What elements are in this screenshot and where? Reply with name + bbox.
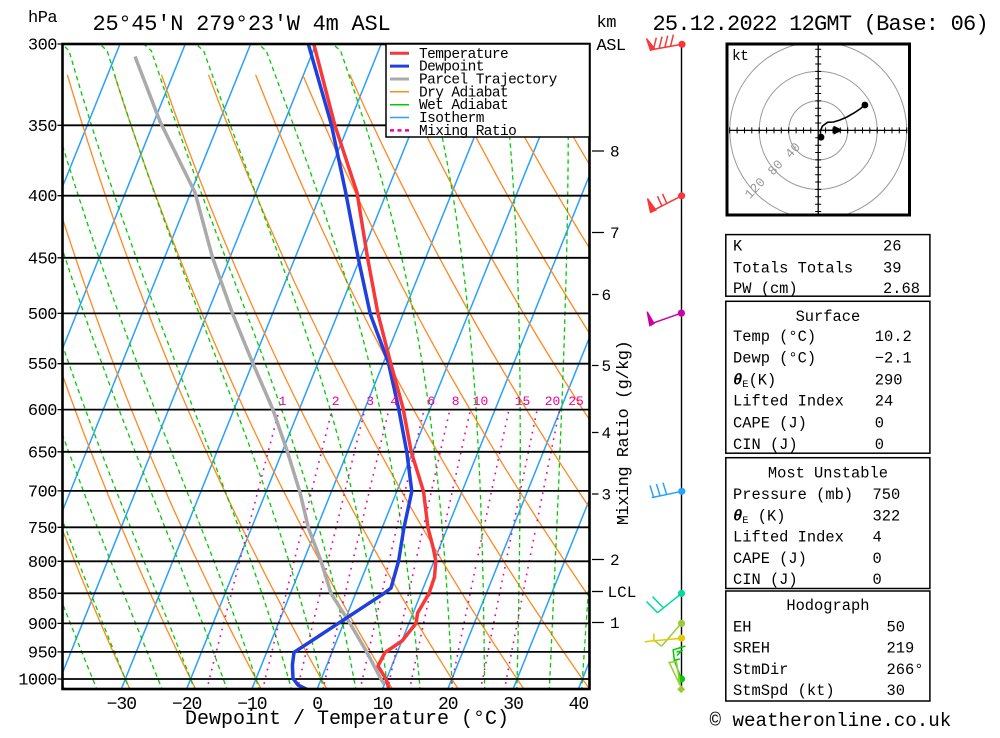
- svg-text:CAPE (J): CAPE (J): [733, 550, 807, 568]
- svg-text:SREH: SREH: [733, 640, 770, 658]
- svg-text:400: 400: [28, 188, 57, 207]
- svg-text:322: 322: [873, 508, 901, 526]
- svg-text:Lifted Index: Lifted Index: [733, 528, 844, 546]
- svg-text:0: 0: [875, 436, 884, 454]
- svg-text:700: 700: [28, 483, 57, 502]
- svg-text:600: 600: [28, 402, 57, 421]
- svg-text:10: 10: [473, 394, 489, 409]
- svg-text:4: 4: [873, 528, 882, 546]
- svg-text:5: 5: [602, 358, 612, 376]
- svg-text:4: 4: [602, 425, 612, 443]
- svg-text:0: 0: [875, 415, 884, 433]
- svg-text:PW (cm): PW (cm): [733, 280, 798, 298]
- svg-text:Hodograph: Hodograph: [786, 597, 869, 615]
- svg-text:219: 219: [887, 640, 915, 658]
- svg-text:6: 6: [602, 287, 612, 305]
- svg-text:km: km: [597, 14, 617, 33]
- svg-text:© weatheronline.co.uk: © weatheronline.co.uk: [710, 710, 952, 732]
- svg-text:30: 30: [887, 682, 905, 700]
- svg-text:900: 900: [28, 616, 57, 635]
- svg-text:3: 3: [602, 487, 612, 505]
- svg-text:K: K: [733, 238, 743, 256]
- svg-text:EH: EH: [733, 618, 751, 636]
- svg-text:Mixing Ratio (g/kg): Mixing Ratio (g/kg): [615, 341, 634, 525]
- svg-text:25: 25: [568, 394, 584, 409]
- svg-text:4: 4: [390, 394, 398, 409]
- svg-text:2: 2: [332, 394, 340, 409]
- svg-text:850: 850: [28, 586, 57, 605]
- svg-text:hPa: hPa: [28, 9, 57, 28]
- svg-text:20: 20: [545, 394, 561, 409]
- svg-text:kt: kt: [732, 49, 748, 65]
- svg-text:6: 6: [427, 394, 435, 409]
- svg-text:25°45'N 279°23'W 4m ASL: 25°45'N 279°23'W 4m ASL: [93, 12, 391, 37]
- svg-text:7: 7: [610, 225, 620, 243]
- svg-text:550: 550: [28, 356, 57, 375]
- svg-text:CAPE (J): CAPE (J): [733, 415, 807, 433]
- svg-text:Surface: Surface: [796, 308, 861, 326]
- svg-text:1000: 1000: [18, 672, 57, 691]
- svg-text:Temp (°C): Temp (°C): [733, 328, 816, 346]
- svg-text:3: 3: [366, 394, 374, 409]
- svg-text:8: 8: [452, 394, 460, 409]
- svg-text:Totals Totals: Totals Totals: [733, 259, 853, 277]
- svg-text:θE(K): θE(K): [733, 371, 776, 391]
- svg-text:10.2: 10.2: [875, 328, 912, 346]
- svg-text:950: 950: [28, 644, 57, 663]
- svg-text:39: 39: [883, 259, 901, 277]
- svg-text:750: 750: [28, 520, 57, 539]
- svg-text:CIN (J): CIN (J): [733, 436, 798, 454]
- svg-text:Mixing Ratio: Mixing Ratio: [419, 124, 516, 140]
- svg-text:300: 300: [28, 37, 57, 56]
- svg-text:Most Unstable: Most Unstable: [768, 465, 888, 483]
- svg-text:2.68: 2.68: [883, 280, 920, 298]
- svg-text:2: 2: [610, 552, 620, 570]
- svg-text:StmDir: StmDir: [733, 661, 788, 679]
- svg-text:15: 15: [515, 394, 531, 409]
- svg-text:750: 750: [873, 486, 901, 504]
- svg-text:ASL: ASL: [597, 37, 626, 56]
- svg-text:Lifted Index: Lifted Index: [733, 392, 844, 410]
- svg-text:Dewp (°C): Dewp (°C): [733, 350, 816, 368]
- svg-text:0: 0: [873, 550, 882, 568]
- svg-text:Dewpoint / Temperature (°C): Dewpoint / Temperature (°C): [185, 708, 509, 731]
- svg-text:8: 8: [610, 144, 620, 162]
- svg-text:26: 26: [883, 238, 901, 256]
- svg-text:50: 50: [887, 618, 905, 636]
- svg-text:StmSpd (kt): StmSpd (kt): [733, 682, 835, 700]
- svg-text:25.12.2022 12GMT (Base: 06): 25.12.2022 12GMT (Base: 06): [653, 12, 988, 37]
- svg-text:θE (K): θE (K): [733, 508, 786, 528]
- svg-text:0: 0: [873, 571, 882, 589]
- svg-text:−30: −30: [107, 695, 137, 715]
- svg-text:Pressure (mb): Pressure (mb): [733, 486, 853, 504]
- svg-text:290: 290: [875, 371, 903, 389]
- svg-text:−2.1: −2.1: [875, 350, 912, 368]
- svg-text:CIN (J): CIN (J): [733, 571, 798, 589]
- svg-text:350: 350: [28, 118, 57, 137]
- svg-text:1: 1: [610, 615, 620, 633]
- svg-text:800: 800: [28, 554, 57, 573]
- svg-text:LCL: LCL: [608, 584, 637, 602]
- svg-text:450: 450: [28, 250, 57, 269]
- svg-text:266°: 266°: [887, 661, 924, 679]
- svg-text:40: 40: [569, 695, 589, 715]
- svg-text:650: 650: [28, 444, 57, 463]
- svg-text:500: 500: [28, 306, 57, 325]
- svg-text:24: 24: [875, 392, 893, 410]
- svg-text:1: 1: [279, 394, 287, 409]
